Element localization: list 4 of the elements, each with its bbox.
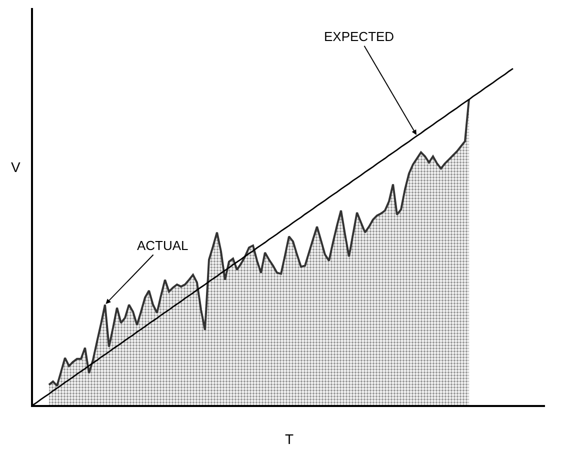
text: EXPECTED xyxy=(324,29,394,44)
y-axis-title: V xyxy=(11,159,21,175)
series-label: ACTUAL xyxy=(137,238,188,253)
x-axis-title: T xyxy=(285,431,294,447)
